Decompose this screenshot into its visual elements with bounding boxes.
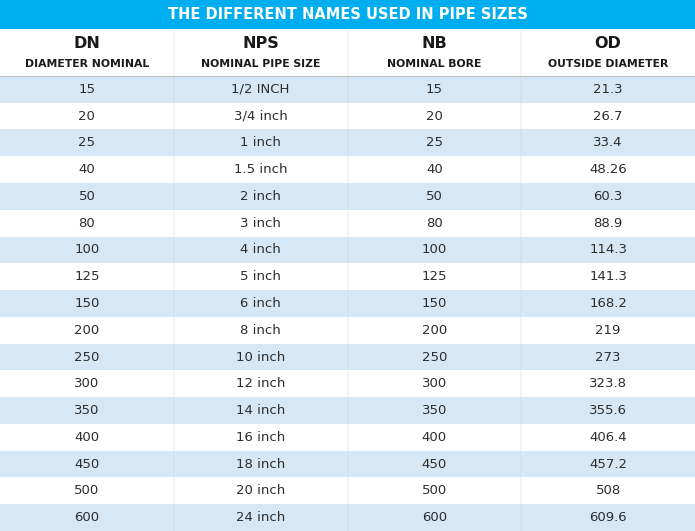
FancyBboxPatch shape [0, 183, 695, 210]
Text: 600: 600 [422, 511, 447, 524]
Text: 5 inch: 5 inch [240, 270, 281, 283]
Text: 15: 15 [426, 83, 443, 96]
Text: 457.2: 457.2 [589, 458, 627, 470]
Text: OD: OD [595, 36, 621, 51]
Text: NPS: NPS [243, 36, 279, 51]
FancyBboxPatch shape [0, 424, 695, 451]
Text: 1/2 INCH: 1/2 INCH [231, 83, 290, 96]
Text: 150: 150 [74, 297, 99, 310]
Text: 500: 500 [422, 484, 447, 498]
Text: 450: 450 [422, 458, 447, 470]
Text: 33.4: 33.4 [594, 136, 623, 149]
Text: 25: 25 [79, 136, 95, 149]
Text: 50: 50 [426, 190, 443, 203]
Text: 18 inch: 18 inch [236, 458, 285, 470]
Text: 6 inch: 6 inch [240, 297, 281, 310]
Text: 14 inch: 14 inch [236, 404, 285, 417]
Text: 200: 200 [422, 324, 447, 337]
FancyBboxPatch shape [0, 451, 695, 477]
Text: 10 inch: 10 inch [236, 350, 285, 364]
Text: 50: 50 [79, 190, 95, 203]
Text: 500: 500 [74, 484, 99, 498]
Text: 609.6: 609.6 [589, 511, 627, 524]
Text: 4 inch: 4 inch [240, 243, 281, 256]
FancyBboxPatch shape [0, 236, 695, 263]
Text: 250: 250 [74, 350, 99, 364]
Text: 20: 20 [79, 109, 95, 123]
FancyBboxPatch shape [0, 317, 695, 344]
Text: 21.3: 21.3 [594, 83, 623, 96]
Text: 250: 250 [422, 350, 447, 364]
Text: 114.3: 114.3 [589, 243, 627, 256]
Text: 3/4 inch: 3/4 inch [234, 109, 288, 123]
Text: 25: 25 [426, 136, 443, 149]
FancyBboxPatch shape [0, 0, 695, 29]
FancyBboxPatch shape [0, 130, 695, 156]
Text: 24 inch: 24 inch [236, 511, 285, 524]
Text: DIAMETER NOMINAL: DIAMETER NOMINAL [25, 59, 149, 69]
Text: 48.26: 48.26 [589, 163, 627, 176]
Text: 350: 350 [74, 404, 99, 417]
FancyBboxPatch shape [0, 263, 695, 290]
FancyBboxPatch shape [0, 504, 695, 531]
Text: 125: 125 [422, 270, 447, 283]
Text: 350: 350 [422, 404, 447, 417]
Text: 300: 300 [422, 377, 447, 390]
FancyBboxPatch shape [0, 29, 695, 76]
FancyBboxPatch shape [0, 156, 695, 183]
Text: NOMINAL BORE: NOMINAL BORE [387, 59, 482, 69]
Text: 88.9: 88.9 [594, 217, 623, 230]
Text: 26.7: 26.7 [594, 109, 623, 123]
Text: OUTSIDE DIAMETER: OUTSIDE DIAMETER [548, 59, 669, 69]
Text: 1 inch: 1 inch [240, 136, 281, 149]
Text: 80: 80 [426, 217, 443, 230]
Text: NB: NB [421, 36, 448, 51]
FancyBboxPatch shape [0, 397, 695, 424]
Text: 323.8: 323.8 [589, 377, 627, 390]
Text: 200: 200 [74, 324, 99, 337]
FancyBboxPatch shape [0, 477, 695, 504]
FancyBboxPatch shape [0, 371, 695, 397]
Text: 355.6: 355.6 [589, 404, 627, 417]
Text: 168.2: 168.2 [589, 297, 627, 310]
Text: 8 inch: 8 inch [240, 324, 281, 337]
Text: 141.3: 141.3 [589, 270, 627, 283]
FancyBboxPatch shape [0, 102, 695, 130]
Text: 60.3: 60.3 [594, 190, 623, 203]
Text: 1.5 inch: 1.5 inch [234, 163, 287, 176]
Text: 450: 450 [74, 458, 99, 470]
Text: 40: 40 [426, 163, 443, 176]
Text: 300: 300 [74, 377, 99, 390]
Text: 100: 100 [74, 243, 99, 256]
Text: 15: 15 [79, 83, 95, 96]
Text: 16 inch: 16 inch [236, 431, 285, 444]
Text: 3 inch: 3 inch [240, 217, 281, 230]
FancyBboxPatch shape [0, 76, 695, 102]
Text: 2 inch: 2 inch [240, 190, 281, 203]
Text: 125: 125 [74, 270, 99, 283]
Text: 20: 20 [426, 109, 443, 123]
Text: 12 inch: 12 inch [236, 377, 286, 390]
Text: 273: 273 [596, 350, 621, 364]
Text: 508: 508 [596, 484, 621, 498]
Text: 40: 40 [79, 163, 95, 176]
FancyBboxPatch shape [0, 290, 695, 317]
Text: 600: 600 [74, 511, 99, 524]
FancyBboxPatch shape [0, 210, 695, 236]
Text: 406.4: 406.4 [589, 431, 627, 444]
Text: 219: 219 [596, 324, 621, 337]
Text: 80: 80 [79, 217, 95, 230]
Text: DN: DN [74, 36, 100, 51]
Text: 400: 400 [74, 431, 99, 444]
Text: THE DIFFERENT NAMES USED IN PIPE SIZES: THE DIFFERENT NAMES USED IN PIPE SIZES [167, 7, 528, 22]
Text: NOMINAL PIPE SIZE: NOMINAL PIPE SIZE [201, 59, 320, 69]
Text: 100: 100 [422, 243, 447, 256]
Text: 20 inch: 20 inch [236, 484, 285, 498]
Text: 150: 150 [422, 297, 447, 310]
FancyBboxPatch shape [0, 344, 695, 371]
Text: 400: 400 [422, 431, 447, 444]
